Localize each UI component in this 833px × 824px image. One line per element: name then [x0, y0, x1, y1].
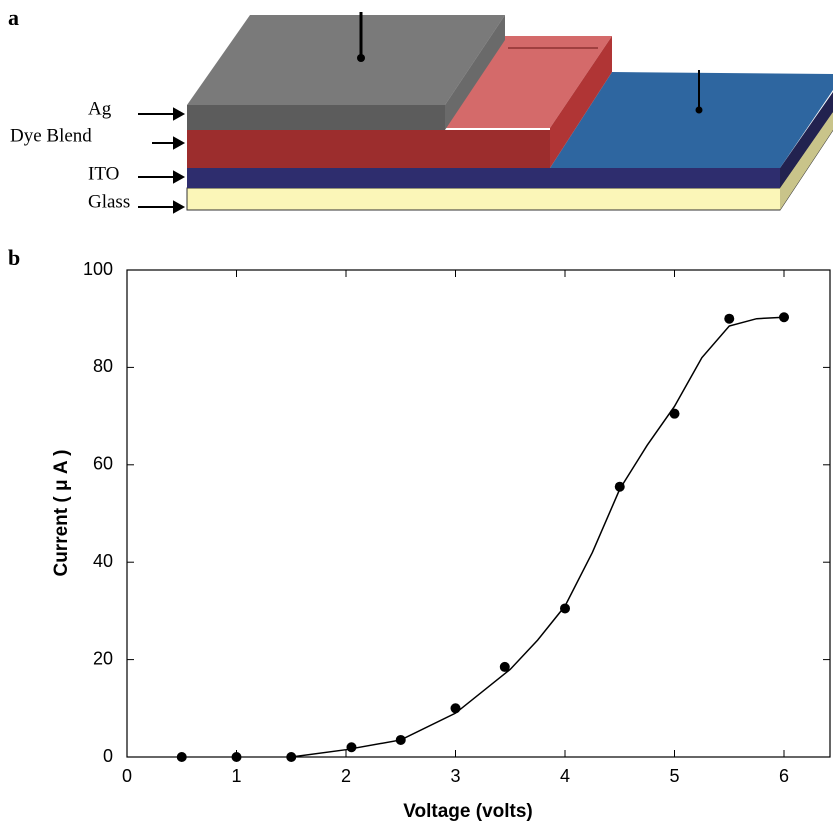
x-tick-label: 4: [560, 766, 570, 786]
contact-dot: [357, 54, 365, 62]
dye-side: [550, 36, 612, 168]
x-axis-title: Voltage (volts): [403, 801, 533, 822]
y-tick-label: 60: [93, 454, 113, 474]
contact-dot: [695, 106, 703, 114]
data-point: [346, 742, 357, 753]
ito-layer: [187, 168, 780, 188]
x-tick-label: 6: [779, 766, 789, 786]
data-point: [560, 603, 571, 614]
ito-top: [550, 72, 833, 168]
dye-top: [445, 36, 612, 128]
panel-label: a: [8, 5, 19, 30]
arrows: [138, 107, 186, 214]
layer-label: Dye Blend: [10, 125, 92, 146]
y-tick-label: 20: [93, 648, 113, 668]
y-tick-label: 40: [93, 551, 113, 571]
chart: 0 20 40 60 80 100 0 1 2 3 4 5 6 Voltage (volts) Curren…: [51, 259, 831, 822]
data-point: [450, 703, 461, 714]
layer-label: Glass: [88, 191, 130, 212]
layer-label: ITO: [88, 163, 119, 184]
y-tick-label: 80: [93, 356, 113, 376]
ag-side: [445, 15, 505, 130]
ag-top: [187, 15, 505, 105]
x-tick-label: 3: [450, 766, 460, 786]
data-point: [499, 661, 510, 672]
plot-frame: [126, 269, 831, 758]
x-tick-label: 5: [670, 766, 680, 786]
x-tick-label: 1: [231, 766, 241, 786]
x-tick-label: 2: [341, 766, 351, 786]
ag-front: [187, 105, 445, 130]
y-tick-label: 0: [103, 746, 113, 766]
glass-side: [780, 112, 833, 210]
y-tick-label: 100: [83, 259, 113, 279]
data-point: [176, 752, 187, 762]
ito-side: [780, 92, 833, 188]
dye-layer: [187, 130, 550, 168]
fit-line: [291, 316, 785, 758]
panel-label: b: [8, 245, 20, 270]
data-point: [231, 752, 242, 762]
layer-label: Ag: [88, 98, 112, 119]
y-axis-title: Current ( μ A ): [51, 449, 72, 576]
device-diagram: Ag Dye Blend ITO Glass: [10, 12, 833, 214]
x-tick-label: 0: [122, 766, 132, 786]
data-point: [724, 313, 735, 324]
